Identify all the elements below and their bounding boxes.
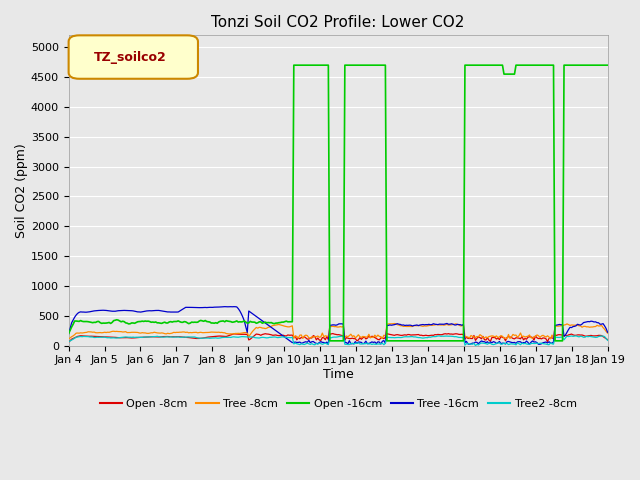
Y-axis label: Soil CO2 (ppm): Soil CO2 (ppm) [15,143,28,238]
Text: TZ_soilco2: TZ_soilco2 [94,50,167,63]
FancyBboxPatch shape [68,36,198,79]
X-axis label: Time: Time [323,368,353,381]
Legend: Open -8cm, Tree -8cm, Open -16cm, Tree -16cm, Tree2 -8cm: Open -8cm, Tree -8cm, Open -16cm, Tree -… [95,395,581,413]
Title: Tonzi Soil CO2 Profile: Lower CO2: Tonzi Soil CO2 Profile: Lower CO2 [211,15,465,30]
